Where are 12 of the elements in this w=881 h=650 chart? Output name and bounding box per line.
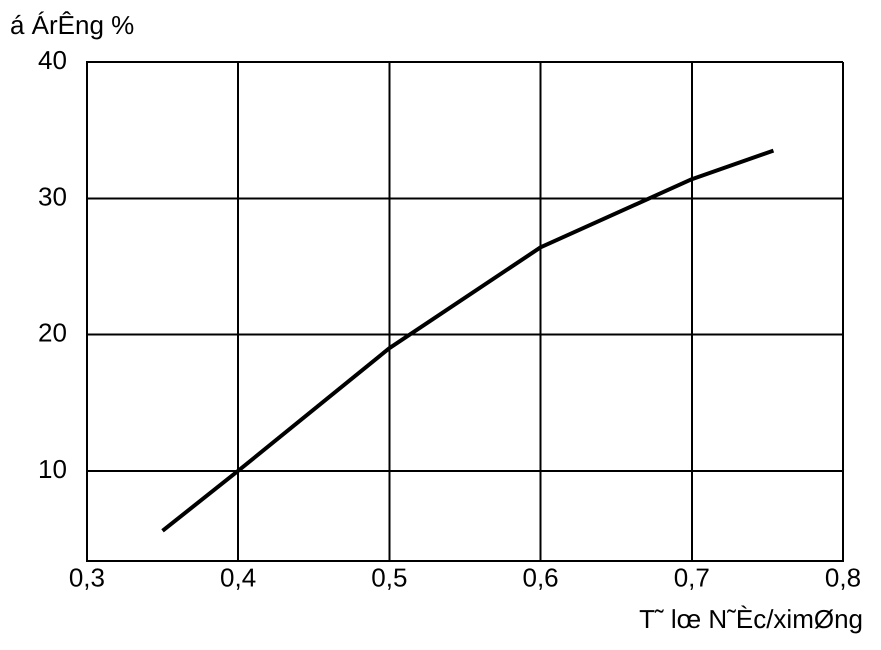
x-tick-label: 0,4 (220, 562, 256, 593)
y-tick-label: 30 (38, 181, 67, 212)
y-tick-label: 20 (38, 318, 67, 348)
x-axis-title: T˜ lœ N˜Èc/ximØng (639, 604, 863, 634)
y-axis-title: á ÁrÊng % (10, 10, 134, 40)
x-tick-label: 0,3 (68, 562, 105, 593)
y-tick-label: 10 (38, 454, 67, 484)
x-tick-label: 0,6 (522, 562, 559, 593)
x-tick-label: 0,8 (824, 562, 862, 593)
x-tick-label: 0,7 (674, 562, 710, 593)
y-tick-label: 40 (38, 45, 67, 76)
x-tick-label: 0,5 (371, 562, 408, 593)
